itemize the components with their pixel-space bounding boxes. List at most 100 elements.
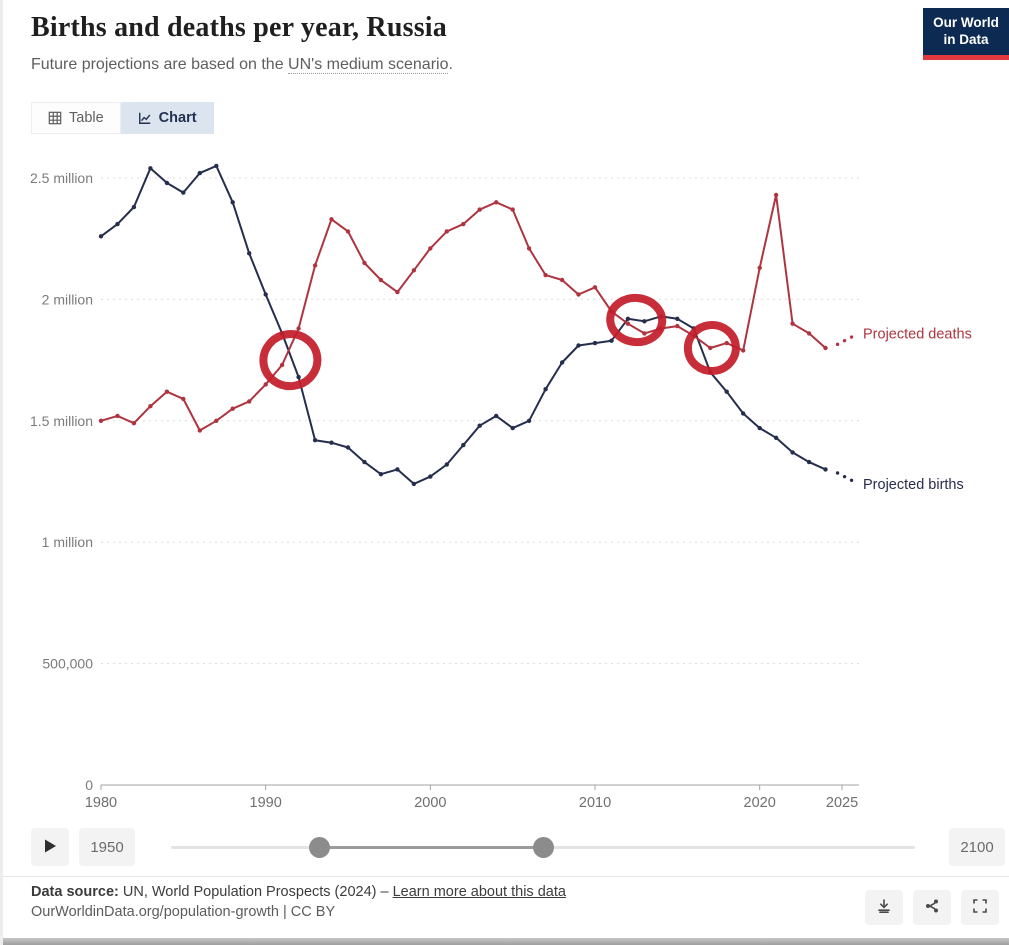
play-button[interactable] (31, 828, 69, 866)
data-point[interactable] (494, 200, 499, 205)
data-point[interactable] (296, 374, 301, 380)
data-point[interactable] (148, 404, 153, 409)
data-point[interactable] (428, 246, 433, 251)
deaths-line[interactable] (100, 194, 827, 432)
data-point[interactable] (428, 474, 433, 479)
data-point[interactable] (411, 268, 417, 273)
timeline-handle-start[interactable] (309, 837, 331, 858)
data-point[interactable] (724, 389, 729, 394)
data-point[interactable] (823, 345, 828, 351)
data-point[interactable] (494, 413, 499, 419)
data-point[interactable] (576, 292, 581, 297)
data-point[interactable] (131, 204, 137, 210)
data-point[interactable] (378, 472, 384, 477)
data-point[interactable] (329, 440, 334, 445)
data-point[interactable] (345, 445, 351, 450)
data-point[interactable] (98, 234, 104, 239)
data-point[interactable] (115, 221, 120, 227)
data-point[interactable] (98, 418, 104, 423)
data-point[interactable] (741, 348, 746, 353)
data-point[interactable] (773, 192, 779, 198)
data-point[interactable] (790, 321, 795, 326)
data-point[interactable] (312, 438, 318, 443)
data-point[interactable] (526, 418, 532, 423)
data-point[interactable] (444, 462, 449, 467)
data-point[interactable] (263, 382, 268, 387)
data-point[interactable] (312, 263, 318, 268)
data-point[interactable] (164, 389, 170, 394)
share-button[interactable] (913, 890, 951, 925)
data-point[interactable] (477, 207, 482, 212)
data-point[interactable] (543, 272, 548, 278)
data-point[interactable] (559, 360, 565, 365)
data-point[interactable] (806, 459, 812, 465)
data-point[interactable] (625, 321, 631, 326)
timeline-handle-end[interactable] (532, 837, 554, 858)
data-point[interactable] (642, 319, 647, 324)
data-point[interactable] (790, 450, 795, 455)
data-point[interactable] (197, 170, 202, 176)
data-point[interactable] (741, 411, 746, 416)
data-point[interactable] (131, 421, 137, 426)
data-point[interactable] (395, 289, 400, 295)
data-point[interactable] (197, 428, 202, 433)
data-point[interactable] (806, 331, 812, 336)
data-point[interactable] (773, 435, 779, 440)
data-point[interactable] (510, 425, 515, 431)
data-point[interactable] (559, 277, 565, 283)
data-point[interactable] (675, 316, 680, 321)
data-point[interactable] (395, 467, 400, 472)
data-point[interactable] (609, 338, 614, 343)
data-point[interactable] (214, 418, 219, 423)
data-point[interactable] (345, 229, 351, 234)
timeline-end-year[interactable]: 2100 (949, 828, 1005, 866)
data-point[interactable] (625, 316, 631, 321)
data-point[interactable] (115, 413, 120, 419)
data-point[interactable] (279, 362, 285, 368)
data-point[interactable] (675, 323, 680, 329)
tab-table[interactable]: Table (31, 102, 121, 134)
data-point[interactable] (181, 190, 186, 195)
data-point[interactable] (444, 229, 449, 234)
data-point[interactable] (757, 265, 762, 270)
data-point[interactable] (757, 425, 762, 431)
data-point[interactable] (823, 467, 828, 472)
data-point[interactable] (708, 345, 713, 351)
data-point[interactable] (526, 246, 532, 251)
data-point[interactable] (378, 277, 384, 283)
data-point[interactable] (592, 340, 598, 346)
learn-more-link[interactable]: Learn more about this data (392, 884, 566, 900)
download-button[interactable] (865, 890, 903, 925)
timeline-track[interactable] (171, 828, 915, 866)
data-point[interactable] (461, 221, 466, 227)
data-point[interactable] (543, 387, 548, 392)
data-point[interactable] (181, 396, 186, 402)
data-point[interactable] (296, 326, 301, 331)
data-point[interactable] (510, 207, 515, 212)
data-point[interactable] (362, 459, 367, 465)
timeline-selected-range[interactable] (319, 846, 543, 849)
data-point[interactable] (411, 481, 417, 487)
data-point[interactable] (214, 163, 219, 169)
data-point[interactable] (724, 340, 729, 346)
tab-chart[interactable]: Chart (120, 102, 214, 134)
timeline-start-year[interactable]: 1950 (79, 828, 135, 866)
data-point[interactable] (247, 251, 252, 256)
data-point[interactable] (576, 343, 581, 348)
data-point[interactable] (461, 442, 466, 448)
data-point[interactable] (642, 331, 647, 336)
owid-logo[interactable]: Our World in Data (923, 8, 1009, 60)
data-point[interactable] (230, 200, 235, 205)
fullscreen-button[interactable] (961, 890, 999, 925)
data-point[interactable] (329, 217, 334, 222)
data-point[interactable] (164, 180, 170, 186)
video-scrubber-bar[interactable] (3, 938, 1009, 945)
data-point[interactable] (247, 399, 252, 404)
data-point[interactable] (230, 406, 235, 411)
data-point[interactable] (477, 423, 482, 428)
medium-scenario-link[interactable]: UN's medium scenario (288, 56, 449, 74)
data-point[interactable] (148, 166, 153, 171)
data-point[interactable] (592, 285, 598, 290)
data-point[interactable] (362, 260, 367, 266)
data-point[interactable] (263, 292, 268, 297)
